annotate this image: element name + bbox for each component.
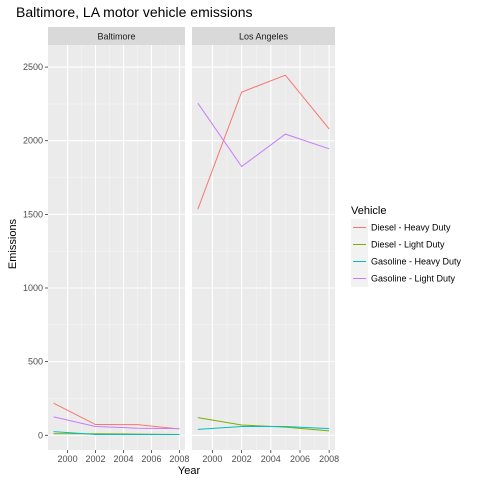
y-axis-title: Emissions <box>7 218 19 269</box>
x-axis-title: Year <box>178 465 201 477</box>
y-tick-label: 2500 <box>23 62 43 72</box>
y-axis: 0 500 1000 1500 2000 2500 <box>23 62 48 440</box>
y-tick-label: 1500 <box>23 209 43 219</box>
panel-background <box>48 45 185 450</box>
series-line-los-angeles-diesel-heavy-duty <box>197 74 330 210</box>
legend-label-diesel-light-duty: Diesel - Light Duty <box>371 240 445 250</box>
x-tick-label: 2008 <box>319 454 339 464</box>
facet-strip-los-angeles <box>192 27 335 45</box>
series-line-los-angeles-gasoline-light-duty <box>197 102 330 168</box>
series-line-baltimore-gasoline-heavy-duty <box>53 431 180 436</box>
y-tick-label: 500 <box>28 357 43 367</box>
x-tick-label: 2006 <box>141 454 161 464</box>
y-tick-label: 1000 <box>23 283 43 293</box>
facet-strip-baltimore <box>48 27 185 45</box>
legend-label-diesel-heavy-duty: Diesel - Heavy Duty <box>371 223 451 233</box>
panel-background <box>192 45 335 450</box>
x-tick-label: 2004 <box>113 454 133 464</box>
legend: Vehicle Diesel - Heavy Duty Diesel - Ligh… <box>351 205 462 287</box>
x-tick-label: 2000 <box>58 454 78 464</box>
legend-label-gasoline-light-duty: Gasoline - Light Duty <box>371 274 456 284</box>
x-tick-label: 2002 <box>232 454 252 464</box>
y-tick-label: 0 <box>38 430 43 440</box>
panel-baltimore: Baltimore 2000 2002 2004 2006 2008 <box>48 27 189 464</box>
facet-label-los-angeles: Los Angeles <box>239 32 289 42</box>
chart-title: Baltimore, LA motor vehicle emissions <box>16 4 253 20</box>
series-line-baltimore-diesel-heavy-duty <box>53 402 180 430</box>
x-tick-label: 2006 <box>290 454 310 464</box>
x-tick-label: 2008 <box>169 454 189 464</box>
y-tick-label: 2000 <box>23 136 43 146</box>
x-tick-label: 2004 <box>261 454 281 464</box>
x-tick-label: 2000 <box>202 454 222 464</box>
series-line-baltimore-gasoline-light-duty <box>53 416 180 430</box>
legend-title: Vehicle <box>351 205 386 217</box>
facet-label-baltimore: Baltimore <box>97 32 135 42</box>
x-tick-label: 2002 <box>86 454 106 464</box>
series-line-los-angeles-gasoline-heavy-duty <box>197 425 330 430</box>
legend-label-gasoline-heavy-duty: Gasoline - Heavy Duty <box>371 257 462 267</box>
panel-los-angeles: Los Angeles 2000 2002 2004 2006 2008 <box>192 27 339 464</box>
